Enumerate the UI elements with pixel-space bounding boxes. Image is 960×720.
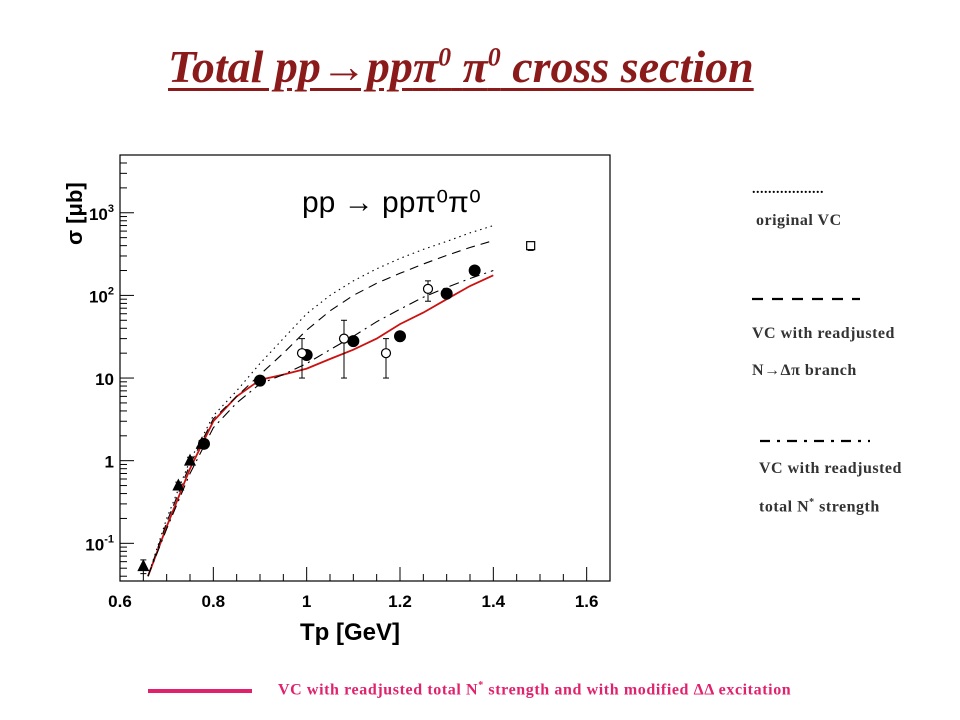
title-exp-1: 0 — [438, 42, 452, 72]
curve-dotted — [147, 225, 494, 577]
data-point-filled-circle — [347, 335, 360, 348]
data-point-filled-circle — [440, 287, 453, 300]
legend-total-sup: * — [809, 497, 815, 508]
legend-original-label: original VC — [756, 212, 842, 229]
legend-total-line1: VC with readjusted — [759, 460, 902, 477]
y-tick-label: 102 — [89, 285, 114, 306]
legend-dash-dot-line — [760, 439, 870, 443]
legend-total-pre: total N — [759, 498, 810, 516]
x-tick-label: 1.2 — [388, 592, 412, 611]
title-suffix: cross section — [500, 41, 754, 92]
data-point-triangle — [172, 478, 185, 491]
y-tick-label: 103 — [89, 203, 114, 224]
data-point-open-circle — [380, 348, 392, 359]
data-point-filled-circle — [394, 330, 406, 343]
data-point-open-circle — [338, 333, 350, 344]
title-prefix: Total pp→pp — [168, 41, 413, 92]
legend-dotted-line: .................. — [752, 182, 824, 197]
data-point-filled-circle — [254, 374, 266, 387]
caption-color-swatch — [148, 689, 252, 693]
caption-sup: * — [478, 680, 484, 691]
caption-post: strength and with modified ΔΔ excitation — [483, 681, 792, 699]
y-tick-label: 10-1 — [85, 533, 114, 554]
x-tick-label: 0.8 — [202, 592, 226, 611]
y-tick-label: 10 — [95, 370, 114, 389]
caption-pre: VC with readjusted total N — [278, 681, 479, 699]
x-tick-label: 1.4 — [482, 592, 506, 611]
data-point-open-square — [526, 241, 536, 251]
legend-total-line2: total N* strength — [759, 497, 880, 516]
legend-branch-line1: VC with readjusted — [752, 325, 895, 342]
plot-frame — [119, 154, 611, 582]
data-point-open-circle — [422, 283, 434, 294]
data-point-open-circle — [296, 348, 308, 359]
x-tick-label: 1.6 — [575, 592, 599, 611]
chart-title: pp → ppπ⁰π⁰ — [302, 186, 481, 219]
title-pi-2: π — [462, 41, 488, 92]
x-tick-label: 0.6 — [108, 592, 132, 611]
y-axis-label: σ [μb] — [62, 182, 87, 245]
curve-dash-dot — [147, 269, 494, 577]
data-point-triangle — [137, 559, 150, 572]
legend-branch-line2: N→Δπ branch — [752, 362, 857, 379]
title-pi-1: π — [412, 41, 439, 92]
data-point-triangle — [184, 453, 196, 466]
axis-ticks — [119, 154, 611, 581]
slide-title: Total pp→ppπ0 π0 cross section — [168, 40, 754, 93]
data-point-filled-circle — [198, 437, 210, 450]
model-curves — [147, 225, 494, 577]
legend-long-dash-line — [752, 297, 860, 301]
legend-total-post: strength — [814, 498, 880, 516]
curve-solid — [147, 274, 494, 577]
x-tick-label: 1 — [302, 592, 311, 611]
bottom-caption: VC with readjusted total N* strength and… — [278, 680, 791, 699]
x-axis-label: Tp [GeV] — [300, 619, 400, 646]
title-exp-2: 0 — [487, 42, 501, 72]
data-point-filled-circle — [468, 264, 481, 277]
y-tick-label: 1 — [105, 453, 114, 472]
data-points — [137, 241, 536, 575]
axis-tick-labels: 0.6 0.8 1 1.2 1.4 1.6 10-1 1 10 102 103 — [85, 203, 598, 611]
